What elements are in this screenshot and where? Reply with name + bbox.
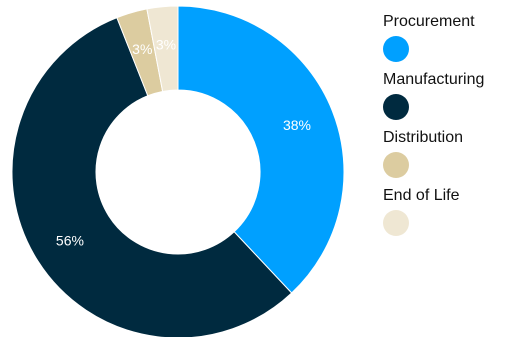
slice-label-procurement: 38% (283, 117, 311, 133)
slice-manufacturing (11, 17, 293, 337)
legend-swatch (383, 94, 409, 120)
legend-label: End of Life (383, 187, 460, 204)
legend-swatch (383, 36, 409, 62)
donut-chart: 38% 56% 3% 3% (11, 5, 345, 337)
slice-label-manufacturing: 56% (56, 233, 84, 249)
legend-item-procurement: Procurement (383, 12, 508, 62)
legend-item-manufacturing: Manufacturing (383, 70, 508, 120)
slice-procurement (177, 5, 345, 294)
legend-item-distribution: Distribution (383, 128, 508, 178)
legend-label: Distribution (383, 129, 464, 146)
legend-item-end-of-life: End of Life (383, 186, 508, 236)
legend-swatch (383, 152, 409, 178)
slice-end-of-life (146, 5, 179, 93)
chart-legend: Procurement Manufacturing Distribution End … (383, 12, 508, 244)
slice-label-end-of-life: 3% (156, 37, 176, 53)
legend-label: Procurement (383, 13, 475, 30)
legend-swatch (383, 210, 409, 236)
legend-label: Manufacturing (383, 71, 485, 88)
slice-label-distribution: 3% (132, 41, 152, 57)
